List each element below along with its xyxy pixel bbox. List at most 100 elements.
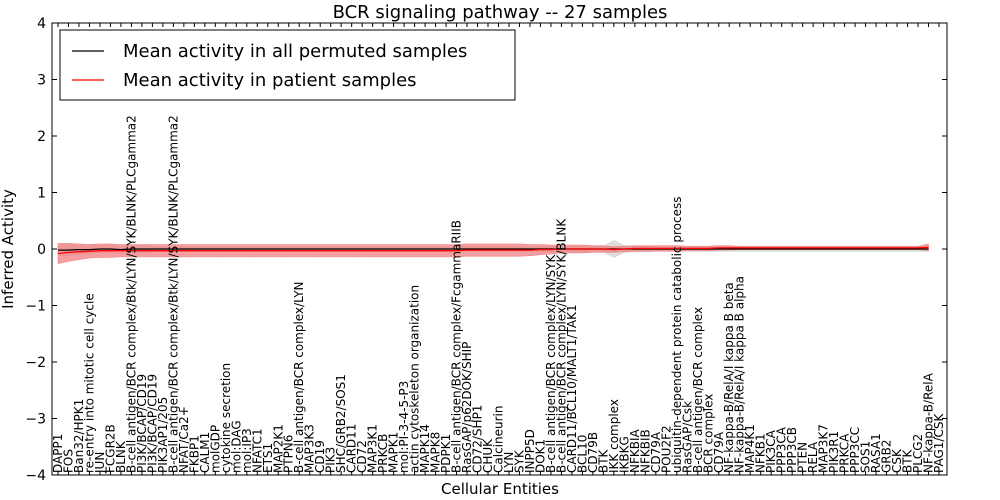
- y-tick-label: 3: [37, 73, 46, 89]
- x-tick-label: CD72: [355, 440, 369, 473]
- x-tick-label: PLCG2: [911, 434, 925, 473]
- x-tick-label: PIK3AP1/205: [156, 397, 170, 473]
- x-tick-label: PAG1/CSK: [932, 413, 946, 473]
- x-tick-label: PTPN6: [282, 435, 296, 473]
- x-tick-label: NFAT/Ca2+: [177, 406, 191, 473]
- x-tick-label: CD79A: [712, 431, 726, 473]
- x-tick-label: Calcineurin: [492, 406, 506, 473]
- x-tick-label: MAP3K7: [817, 424, 831, 473]
- x-tick-label: RASA1: [869, 433, 883, 473]
- x-tick-label: PIK3: [324, 447, 338, 473]
- x-tick-label: re-entry into mitotic cell cycle: [83, 293, 97, 473]
- x-tick-label: RasGAP/p62DOK/SHIP: [460, 342, 474, 473]
- x-tick-label: CD79A: [649, 431, 663, 473]
- x-tick-label: BTK: [596, 448, 610, 473]
- x-tick-label: MAPK1: [387, 432, 401, 473]
- x-tick-label: IKBKG: [617, 436, 631, 473]
- x-tick-label: ubiquitin-dependent protein catabolic pr…: [670, 197, 684, 473]
- x-tick-label: NFKB1: [754, 433, 768, 473]
- x-tick-label: IKK complex: [607, 399, 621, 473]
- x-tick-label: GRB2: [880, 439, 894, 473]
- x-tick-label: B-cell antigen/BCR complex/LYN/SYK/BLNK: [554, 218, 568, 473]
- x-tick-label: NFATC1: [250, 428, 264, 473]
- x-tick-label: actin cytoskeleton organization: [408, 285, 422, 473]
- x-tick-label: MAPK8: [429, 432, 443, 473]
- x-tick-label: PRKCA: [838, 433, 852, 473]
- x-tick-label: PIK3R1: [827, 431, 841, 473]
- x-tick-label: ETS1: [261, 443, 275, 473]
- x-tick-label: B-cell antigen/BCR complex/LYN/SYK: [544, 253, 558, 473]
- y-tick-label: −4: [25, 468, 46, 484]
- x-tick-label: SYK: [513, 449, 527, 473]
- x-tick-label: mol:IP3: [240, 428, 254, 473]
- y-axis-label: Inferred Activity: [0, 189, 17, 309]
- x-tick-label: JUN: [93, 452, 107, 474]
- x-tick-label: BCL10: [575, 435, 589, 473]
- x-tick-label: PI3K/BCAP/CD19: [135, 374, 149, 473]
- x-tick-label: POU2F2: [659, 425, 673, 473]
- x-axis-ticks: [57, 23, 940, 475]
- y-tick-label: −3: [25, 412, 46, 428]
- y-axis-ticks: 4 3 2 1 0 −1 −2 −3 −4: [25, 16, 947, 484]
- x-tick-label: CD79B: [586, 432, 600, 473]
- y-tick-label: −1: [25, 299, 46, 315]
- x-tick-label: NF-kappa-B/RelA/I kappa B alpha: [733, 276, 747, 473]
- x-tick-label: B-cell antigen/BCR complex/FcgammaRIIB: [450, 220, 464, 473]
- x-axis-label: Cellular Entities: [441, 480, 559, 498]
- series-lines: [57, 246, 929, 255]
- x-tick-label: DAPP1: [51, 434, 65, 473]
- x-tick-label: CHUK: [481, 438, 495, 473]
- x-tick-label: PPP3CC: [848, 427, 862, 473]
- y-tick-label: 0: [37, 242, 46, 258]
- x-tick-label: CARD11/BCL10/MALT1/TAK1: [565, 304, 579, 473]
- x-tick-label: MAPK14: [418, 424, 432, 473]
- x-tick-label: CD19: [313, 440, 327, 473]
- x-tick-label: molGDP: [208, 425, 222, 473]
- legend: Mean activity in all permuted samples Me…: [59, 29, 516, 101]
- x-tick-label: CARD11: [345, 424, 359, 473]
- x-tick-label: PDPK1: [439, 434, 453, 473]
- x-tick-label: PIK3CA: [764, 429, 778, 473]
- x-tick-label: B-cell antigen/BCR complex/Btk/LYN/SYK/B…: [166, 115, 180, 473]
- x-tick-label: CSK: [890, 448, 904, 473]
- x-tick-label: CD72/SHP1: [471, 405, 485, 473]
- y-tick-label: 1: [37, 186, 46, 202]
- x-tick-label: B-cell antigen/BCR complex: [691, 307, 705, 473]
- x-tick-label: PRKCB: [376, 434, 390, 473]
- plot-frame: [51, 22, 948, 476]
- x-tick-label: MAP3K1: [366, 424, 380, 473]
- chart-title: BCR signaling pathway -- 27 samples: [333, 2, 668, 23]
- x-tick-label: NF-kappa-B/RelA: [922, 372, 936, 473]
- x-tick-label: MAP4K1: [743, 424, 757, 473]
- legend-label-permuted: Mean activity in all permuted samples: [123, 41, 467, 62]
- x-tick-label: PPP3CA: [775, 426, 789, 473]
- x-tick-label: NF-kappa-B/RelA/I kappa B beta: [722, 282, 736, 473]
- x-tick-label: BLNK: [114, 440, 128, 473]
- x-tick-label: NFKBIB: [638, 429, 652, 473]
- line-permuted: [58, 248, 929, 251]
- x-tick-label: MAP3K3: [303, 424, 317, 473]
- x-tick-label: Ban32/HPK1: [72, 399, 86, 473]
- x-tick-label: SHC/GRB2/SOS1: [334, 374, 348, 473]
- x-tick-label: FCGR2B: [103, 424, 117, 473]
- x-tick-label: cytokine secretion: [219, 363, 233, 473]
- x-tick-label: BTK: [901, 448, 915, 473]
- x-tick-label: PTEN: [796, 442, 810, 473]
- x-tick-label: SOS1: [859, 441, 873, 473]
- x-tick-label: mol:PI-3-4-5-P3: [397, 381, 411, 473]
- x-tick-label: NFKBIA: [628, 428, 642, 473]
- x-tick-label: B-cell antigen/BCR complex/LYN: [292, 281, 306, 473]
- line-patient: [57, 246, 929, 255]
- x-tick-label: MAP2K1: [271, 424, 285, 473]
- x-tick-label: DOK1: [534, 439, 548, 473]
- x-tick-label: FKBP1: [187, 435, 201, 473]
- x-tick-label: mol:DAG: [229, 420, 243, 473]
- legend-box: [59, 29, 516, 101]
- y-tick-label: −2: [25, 355, 46, 371]
- x-tick-label: PPP3CB: [785, 427, 799, 473]
- x-tick-label: FOS: [62, 449, 76, 473]
- x-tick-label: RELA: [806, 441, 820, 473]
- x-tick-label: PI3K/BCAP/CD19: [145, 374, 159, 473]
- y-tick-label: 2: [37, 129, 46, 145]
